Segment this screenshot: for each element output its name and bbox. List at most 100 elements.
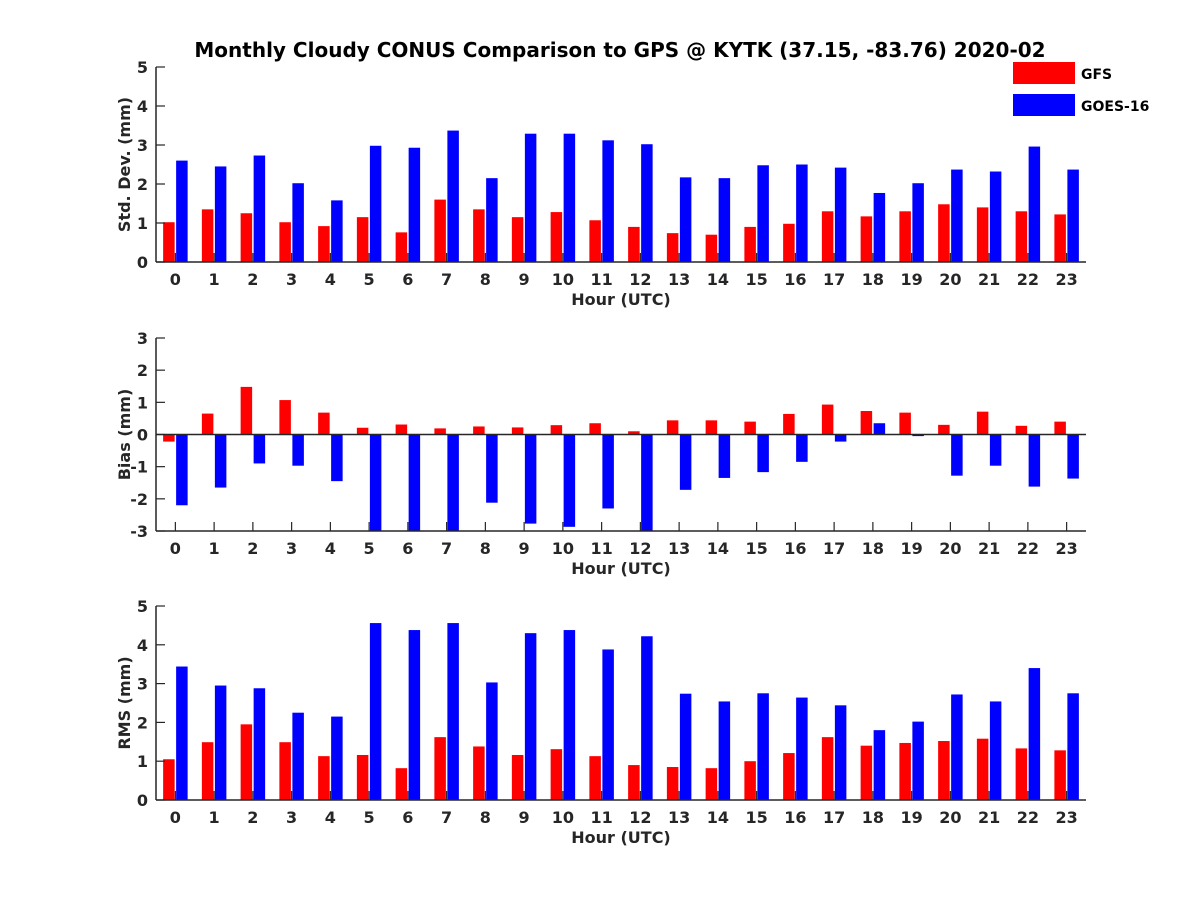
bar-bias-goes-16-20: [951, 434, 963, 476]
y-tick-label-std-1: 1: [137, 214, 148, 233]
x-tick-label-bias-23: 23: [1055, 539, 1077, 558]
bar-rms-goes-16-0: [176, 666, 188, 800]
x-tick-label-std-7: 7: [441, 270, 452, 289]
bar-bias-goes-16-17: [834, 434, 847, 442]
x-tick-label-rms-18: 18: [862, 808, 884, 827]
x-tick-label-rms-15: 15: [745, 808, 767, 827]
bar-std-goes-16-4: [331, 200, 343, 262]
y-tick-label-bias-3: 3: [137, 329, 148, 348]
bar-std-gfs-2: [240, 213, 253, 262]
bar-rms-goes-16-21: [989, 701, 1002, 800]
bar-bias-goes-16-10: [563, 434, 576, 527]
bar-bias-goes-16-11: [602, 434, 614, 509]
bar-std-gfs-12: [628, 226, 640, 262]
bar-rms-gfs-21: [976, 738, 989, 800]
bar-rms-goes-16-12: [641, 636, 653, 800]
bar-std-goes-16-16: [796, 164, 808, 262]
bar-bias-goes-16-6: [408, 434, 421, 531]
x-axis-label-bias: Hour (UTC): [571, 559, 671, 578]
y-axis-label-rms: RMS (mm): [115, 656, 134, 749]
bar-rms-goes-16-8: [486, 682, 498, 800]
series-gfs: [163, 386, 1066, 442]
bar-rms-gfs-18: [860, 745, 873, 800]
x-tick-label-std-18: 18: [862, 270, 884, 289]
bar-std-gfs-11: [589, 220, 601, 262]
x-tick-label-bias-13: 13: [668, 539, 690, 558]
x-tick-label-rms-16: 16: [784, 808, 806, 827]
bar-rms-gfs-3: [279, 742, 291, 800]
chart-title: Monthly Cloudy CONUS Comparison to GPS @…: [194, 38, 1045, 62]
y-tick-label-std-2: 2: [137, 175, 148, 194]
bar-rms-gfs-11: [589, 756, 601, 800]
bar-std-gfs-22: [1015, 211, 1028, 262]
bar-std-goes-16-5: [369, 145, 382, 262]
y-tick-label-std-3: 3: [137, 136, 148, 155]
x-tick-label-bias-11: 11: [590, 539, 612, 558]
bar-rms-gfs-2: [240, 724, 253, 800]
bar-bias-goes-16-19: [912, 434, 924, 437]
bar-rms-goes-16-4: [331, 716, 343, 800]
bar-bias-gfs-12: [628, 431, 640, 435]
x-tick-label-rms-10: 10: [552, 808, 574, 827]
bar-rms-goes-16-7: [447, 623, 459, 800]
bar-std-gfs-13: [666, 233, 679, 262]
x-axis-label-std: Hour (UTC): [571, 290, 671, 309]
x-tick-label-std-9: 9: [519, 270, 530, 289]
x-tick-label-rms-3: 3: [286, 808, 297, 827]
bar-std-goes-16-22: [1028, 146, 1041, 262]
x-tick-label-bias-9: 9: [519, 539, 530, 558]
bar-rms-goes-16-22: [1028, 668, 1041, 800]
bar-std-goes-16-3: [292, 183, 304, 262]
bar-std-goes-16-15: [757, 165, 769, 262]
bar-bias-goes-16-3: [292, 434, 304, 466]
bar-bias-gfs-7: [434, 428, 446, 435]
x-tick-label-bias-1: 1: [209, 539, 220, 558]
y-tick-label-rms-3: 3: [137, 675, 148, 694]
x-tick-label-std-10: 10: [552, 270, 574, 289]
bar-std-goes-16-2: [253, 155, 266, 262]
bar-bias-gfs-13: [666, 420, 679, 435]
bar-bias-goes-16-5: [369, 434, 382, 531]
x-tick-label-bias-3: 3: [286, 539, 297, 558]
bar-bias-goes-16-14: [718, 434, 731, 478]
x-tick-label-bias-22: 22: [1017, 539, 1039, 558]
x-tick-label-rms-12: 12: [629, 808, 651, 827]
bar-bias-goes-16-21: [989, 434, 1002, 466]
y-tick-label-rms-1: 1: [137, 752, 148, 771]
x-tick-label-bias-8: 8: [480, 539, 491, 558]
legend-label-gfs: GFS: [1081, 67, 1112, 83]
bar-bias-gfs-16: [783, 413, 795, 435]
bar-rms-gfs-17: [821, 737, 834, 800]
x-tick-label-std-16: 16: [784, 270, 806, 289]
bar-bias-gfs-21: [976, 411, 989, 435]
panels-group: 0 1 2 3 4 5 6 7 8 9 10 11 12 13 14 15 16 17 18 19 20 21 22 2301…: [115, 58, 1086, 847]
x-tick-label-rms-8: 8: [480, 808, 491, 827]
bar-bias-goes-16-2: [253, 434, 266, 464]
bar-rms-goes-16-11: [602, 649, 614, 800]
y-tick-label-bias--2: -2: [130, 490, 148, 509]
bar-bias-goes-16-12: [641, 434, 653, 531]
bar-rms-gfs-23: [1054, 750, 1066, 800]
bar-bias-gfs-8: [473, 426, 485, 435]
x-tick-label-std-13: 13: [668, 270, 690, 289]
bar-std-gfs-9: [511, 217, 524, 262]
bar-bias-gfs-18: [860, 411, 873, 435]
bar-rms-gfs-10: [550, 749, 563, 800]
x-axis-label-rms: Hour (UTC): [571, 828, 671, 847]
bar-std-goes-16-21: [989, 171, 1002, 262]
bar-bias-gfs-2: [240, 386, 253, 435]
bar-bias-gfs-11: [589, 423, 601, 435]
x-tick-label-rms-5: 5: [364, 808, 375, 827]
bar-rms-gfs-20: [938, 741, 950, 800]
bar-std-goes-16-19: [912, 183, 924, 262]
bar-std-goes-16-11: [602, 140, 614, 262]
bar-std-gfs-17: [821, 211, 834, 262]
bar-bias-gfs-17: [821, 404, 834, 435]
bar-rms-goes-16-14: [718, 701, 731, 800]
bar-std-goes-16-9: [524, 133, 537, 262]
y-axis-label-bias: Bias (mm): [115, 389, 134, 481]
x-tick-label-std-12: 12: [629, 270, 651, 289]
x-tick-label-bias-17: 17: [823, 539, 845, 558]
bar-std-gfs-14: [705, 234, 718, 262]
